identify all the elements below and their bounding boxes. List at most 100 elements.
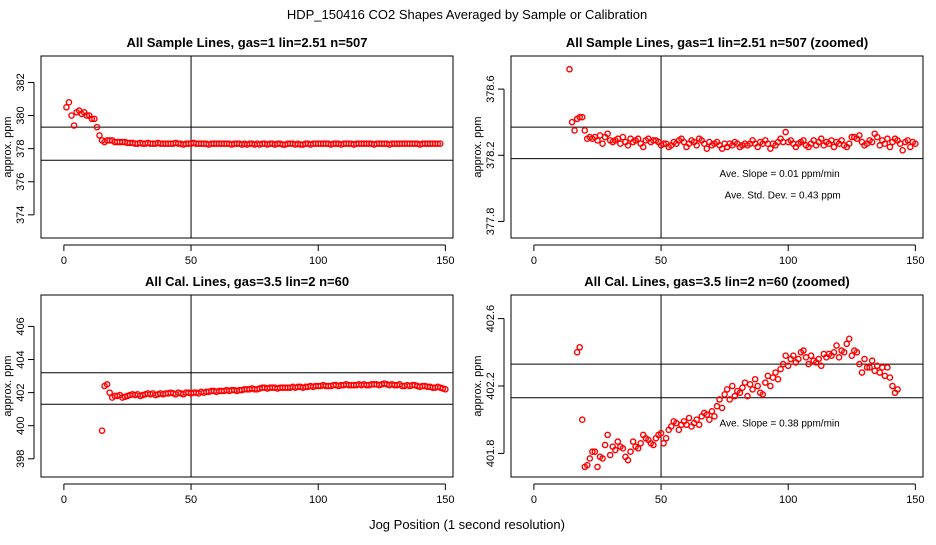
- data-point: [858, 369, 866, 376]
- data-point: [634, 135, 642, 143]
- data-point: [868, 357, 876, 365]
- x-tick-label: 50: [655, 255, 667, 267]
- data-point: [912, 140, 919, 147]
- plot-frame: [510, 55, 924, 239]
- data-point: [571, 127, 578, 134]
- data-point: [660, 439, 667, 447]
- data-point: [873, 133, 881, 141]
- data-point: [619, 445, 627, 452]
- data-point: [675, 426, 683, 434]
- data-point: [805, 360, 812, 368]
- data-point: [98, 427, 106, 434]
- data-point: [83, 112, 91, 119]
- x-tick-label: 0: [61, 494, 67, 506]
- data-point: [894, 386, 901, 393]
- x-tick-label: 150: [436, 494, 454, 506]
- data-point: [840, 348, 848, 356]
- data-point: [629, 438, 637, 445]
- data-point: [835, 354, 843, 361]
- y-tick-label: 380: [15, 106, 27, 124]
- data-point: [886, 143, 894, 151]
- data-point: [103, 381, 111, 388]
- panel-title: All Sample Lines, gas=1 lin=2.51 n=507 (…: [566, 35, 868, 50]
- data-point: [749, 386, 756, 393]
- data-point: [906, 143, 914, 151]
- data-point: [723, 386, 731, 393]
- data-point: [599, 140, 606, 147]
- data-point: [91, 115, 98, 123]
- data-point: [573, 348, 581, 356]
- stat-annotation: Ave. Slope = 0.38 ppm/min: [720, 418, 840, 429]
- data-point: [728, 382, 736, 390]
- data-point: [634, 445, 642, 452]
- y-axis-label: approx. ppm: [2, 355, 14, 416]
- data-point: [767, 145, 774, 152]
- y-tick-label: 378: [15, 139, 27, 157]
- data-point: [736, 389, 744, 397]
- data-point: [576, 343, 583, 351]
- data-point: [843, 340, 851, 348]
- data-point: [583, 461, 591, 469]
- data-point: [589, 448, 596, 456]
- panel-cal-lines-zoomed: All Cal. Lines, gas=3.5 lin=2 n=60 (zoom…: [472, 274, 925, 506]
- data-point: [442, 386, 449, 393]
- data-point: [744, 392, 751, 400]
- data-point: [639, 143, 647, 151]
- data-point: [604, 130, 611, 138]
- data-point: [795, 355, 802, 363]
- x-tick-label: 50: [185, 255, 197, 267]
- data-point: [627, 448, 634, 456]
- figure-title: HDP_150416 CO2 Shapes Averaged by Sample…: [287, 7, 647, 22]
- data-point: [845, 335, 853, 343]
- x-tick-label: 0: [531, 494, 537, 506]
- x-tick-label: 100: [309, 494, 327, 506]
- plot-frame: [40, 55, 454, 239]
- data-point: [624, 142, 632, 149]
- data-point: [739, 384, 746, 391]
- data-point: [436, 140, 444, 147]
- data-point: [65, 99, 73, 106]
- data-point: [884, 135, 891, 143]
- data-point: [695, 421, 703, 429]
- data-point: [721, 391, 728, 398]
- data-point: [578, 113, 586, 121]
- panel-title: All Cal. Lines, gas=3.5 lin=2 n=60 (zoom…: [584, 274, 850, 289]
- x-tick-label: 100: [779, 255, 797, 267]
- data-point: [703, 411, 711, 418]
- data-point: [70, 122, 78, 129]
- y-tick-label: 382: [15, 73, 27, 91]
- data-point: [708, 407, 716, 415]
- data-point: [754, 143, 761, 151]
- figure-xlabel: Jog Position (1 second resolution): [369, 517, 565, 532]
- x-tick-label: 0: [531, 255, 537, 267]
- data-point: [726, 396, 734, 403]
- data-point: [838, 137, 845, 144]
- data-point: [868, 138, 876, 146]
- y-axis-label: approx. ppm: [472, 116, 484, 177]
- data-point: [881, 140, 889, 147]
- data-point: [889, 382, 896, 390]
- y-tick-label: 377.8: [485, 208, 497, 236]
- data-point: [782, 352, 789, 359]
- data-point: [611, 446, 619, 454]
- y-axis-label: approx. ppm: [2, 116, 14, 177]
- data-point: [693, 142, 700, 149]
- y-tick-label: 404: [15, 350, 27, 368]
- data-point: [800, 137, 807, 144]
- data-point: [706, 416, 713, 424]
- y-axis-label: approx. ppm: [472, 355, 484, 416]
- y-tick-label: 378.6: [485, 75, 497, 103]
- data-point: [817, 362, 825, 370]
- y-tick-label: 398: [15, 450, 27, 468]
- data-point: [667, 423, 675, 430]
- data-point: [591, 448, 599, 456]
- data-point: [606, 451, 614, 459]
- y-tick-label: 376: [15, 173, 27, 191]
- data-point: [711, 413, 718, 420]
- data-point: [63, 103, 70, 111]
- data-point: [772, 369, 779, 376]
- data-point: [662, 434, 670, 442]
- data-point: [884, 364, 891, 371]
- data-point: [716, 396, 723, 403]
- data-point: [830, 348, 838, 356]
